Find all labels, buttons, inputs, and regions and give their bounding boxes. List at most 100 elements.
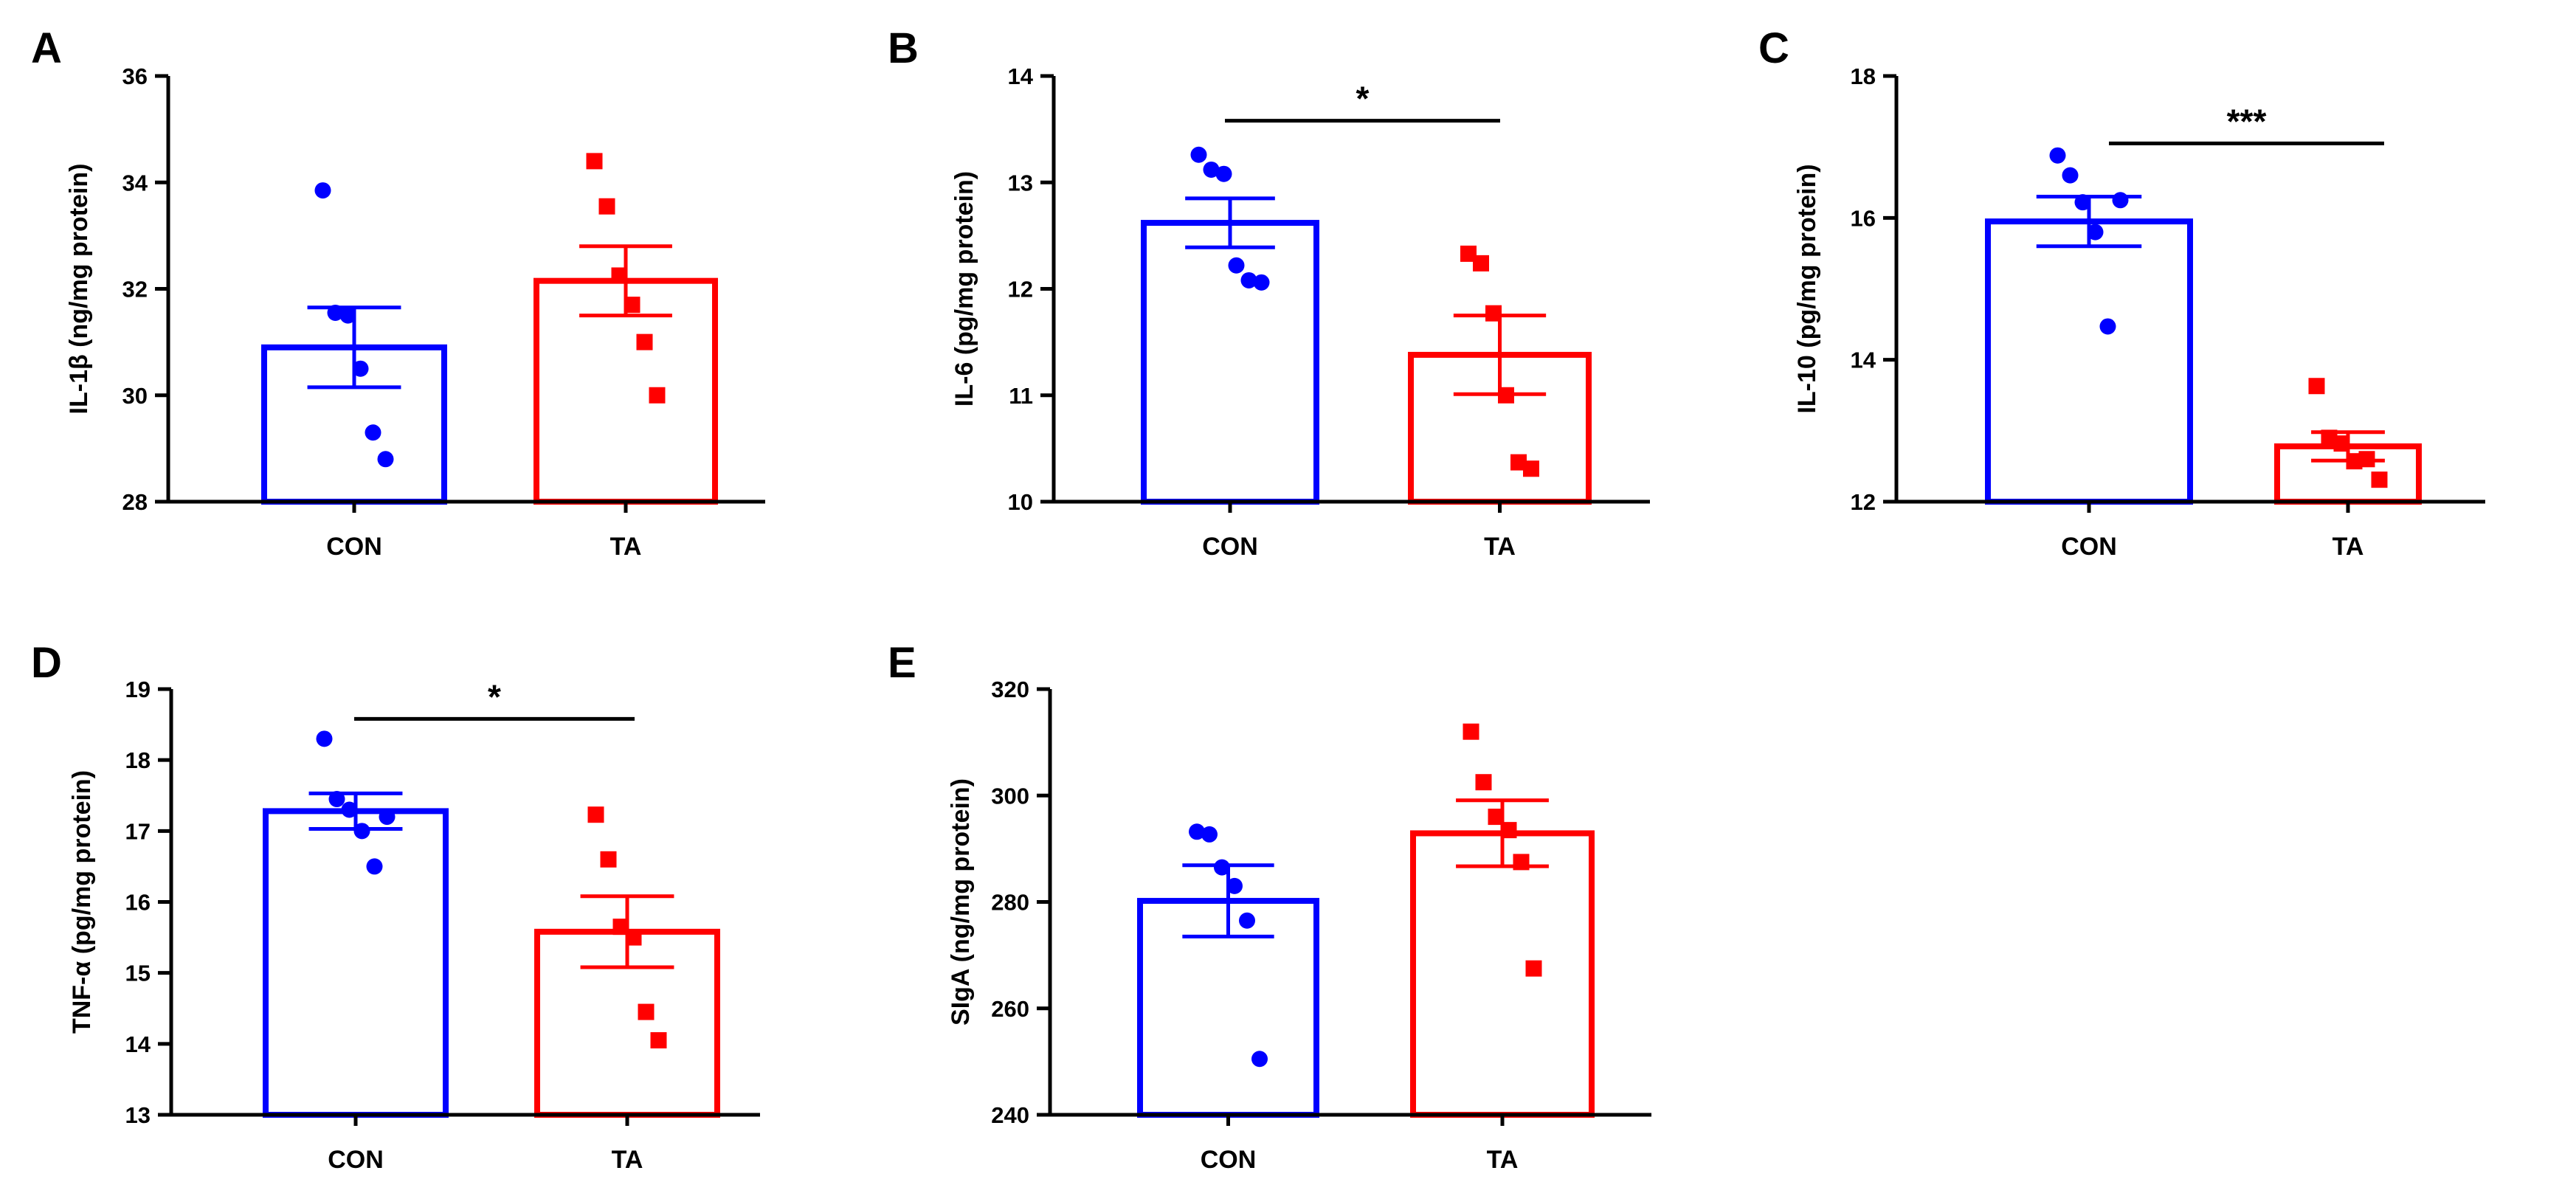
y-tick-label-d: 14 xyxy=(125,1031,151,1057)
y-tick-label-d: 15 xyxy=(125,961,151,986)
panel-letter-d: D xyxy=(31,639,62,687)
data-point-b-ta xyxy=(1485,305,1502,322)
data-point-a-con xyxy=(327,304,344,321)
data-point-a-con xyxy=(365,424,381,441)
y-tick-label-a: 32 xyxy=(122,277,148,302)
data-point-a-con xyxy=(352,360,369,377)
significance-label-c: *** xyxy=(2227,102,2267,140)
significance-label-b: * xyxy=(1356,80,1370,118)
bar-c-con xyxy=(1985,218,2193,505)
data-point-d-con xyxy=(379,809,396,826)
data-point-a-ta xyxy=(611,267,628,284)
y-tick-label-a: 36 xyxy=(122,63,148,89)
x-tick-label-c-con: CON xyxy=(2061,533,2117,561)
data-point-e-ta xyxy=(1525,960,1542,977)
data-point-e-con xyxy=(1189,823,1205,840)
data-point-c-ta xyxy=(2346,453,2363,470)
y-tick-label-a: 34 xyxy=(122,170,148,196)
data-point-e-con xyxy=(1251,1051,1268,1068)
data-point-d-con xyxy=(341,801,358,818)
data-point-e-ta xyxy=(1513,854,1530,871)
data-point-a-ta xyxy=(636,333,653,350)
y-tick-label-b: 14 xyxy=(1008,63,1034,89)
data-point-e-ta xyxy=(1488,809,1505,826)
panel-letter-c: C xyxy=(1758,24,1789,72)
y-tick-label-c: 12 xyxy=(1851,489,1876,515)
x-tick-label-e-con: CON xyxy=(1201,1146,1257,1174)
data-point-c-ta xyxy=(2358,451,2375,468)
panel-letter-a: A xyxy=(31,24,62,72)
data-point-e-ta xyxy=(1463,723,1479,740)
bar-d-con xyxy=(263,808,449,1118)
y-axis-label-e: SIgA (ng/mg protein) xyxy=(947,778,975,1026)
y-axis-label-b: IL-6 (pg/mg protein) xyxy=(950,171,978,407)
data-point-d-con xyxy=(328,791,345,808)
data-point-a-ta xyxy=(624,297,640,314)
x-tick-label-a-ta: TA xyxy=(610,533,642,561)
y-tick-label-b: 10 xyxy=(1008,489,1033,515)
data-point-d-ta xyxy=(587,806,604,823)
data-point-d-con xyxy=(316,730,333,747)
y-tick-label-e: 300 xyxy=(991,783,1029,809)
data-point-b-con xyxy=(1215,165,1232,182)
x-tick-label-e-ta: TA xyxy=(1487,1146,1519,1174)
data-point-b-ta xyxy=(1498,387,1514,404)
data-point-e-con xyxy=(1226,877,1243,894)
data-point-d-con xyxy=(366,858,383,875)
data-point-c-ta xyxy=(2371,471,2388,488)
data-point-a-ta xyxy=(649,387,666,404)
data-point-c-ta xyxy=(2308,378,2325,395)
x-tick-label-d-con: CON xyxy=(328,1146,384,1174)
x-tick-label-b-con: CON xyxy=(1202,533,1258,561)
significance-label-d: * xyxy=(488,677,501,716)
y-tick-label-c: 16 xyxy=(1851,205,1876,231)
data-point-d-ta xyxy=(600,851,617,868)
data-point-c-ta xyxy=(2321,429,2338,446)
y-tick-label-a: 30 xyxy=(122,383,148,409)
y-tick-label-c: 18 xyxy=(1851,63,1876,89)
y-tick-label-d: 17 xyxy=(125,818,151,844)
data-point-c-con xyxy=(2099,318,2116,335)
data-point-d-ta xyxy=(625,929,642,946)
data-point-b-ta xyxy=(1510,454,1527,471)
y-tick-label-c: 14 xyxy=(1851,347,1876,373)
data-point-a-con xyxy=(339,307,356,324)
data-point-e-ta xyxy=(1500,822,1517,839)
y-tick-label-e: 260 xyxy=(991,996,1029,1022)
y-tick-label-b: 13 xyxy=(1008,170,1033,196)
x-tick-label-c-ta: TA xyxy=(2332,533,2364,561)
data-point-c-con xyxy=(2087,224,2104,241)
bar-e-ta xyxy=(1410,830,1595,1118)
y-axis-label-d: TNF-α (pg/mg protein) xyxy=(68,770,96,1034)
data-point-c-con xyxy=(2074,194,2091,211)
data-point-d-ta xyxy=(638,1003,655,1020)
y-tick-label-d: 19 xyxy=(125,677,151,702)
data-point-d-con xyxy=(353,823,370,840)
data-point-e-con xyxy=(1214,859,1230,876)
y-tick-label-d: 16 xyxy=(125,890,151,916)
data-point-b-con xyxy=(1203,161,1220,178)
data-point-d-ta xyxy=(612,919,629,936)
y-axis-label-a: IL-1β (ng/mg protein) xyxy=(65,164,93,415)
data-point-b-con xyxy=(1253,274,1270,291)
y-tick-label-d: 13 xyxy=(125,1102,151,1128)
data-point-a-ta xyxy=(586,153,603,170)
x-tick-label-d-ta: TA xyxy=(612,1146,643,1174)
panel-letter-b: B xyxy=(888,24,919,72)
data-point-b-ta xyxy=(1473,255,1489,272)
y-tick-label-e: 280 xyxy=(991,890,1029,916)
data-point-e-ta xyxy=(1475,774,1492,791)
y-tick-label-d: 18 xyxy=(125,747,151,773)
data-point-c-con xyxy=(2112,192,2129,209)
data-point-b-ta xyxy=(1460,245,1477,262)
y-axis-label-c: IL-10 (pg/mg protein) xyxy=(1793,164,1821,413)
x-tick-label-b-ta: TA xyxy=(1484,533,1516,561)
y-tick-label-a: 28 xyxy=(122,489,148,515)
data-point-b-ta xyxy=(1523,460,1539,477)
y-tick-label-b: 11 xyxy=(1009,383,1033,409)
data-point-a-ta xyxy=(598,198,615,215)
data-point-c-con xyxy=(2049,147,2066,164)
data-point-e-con xyxy=(1201,826,1218,843)
data-point-a-con xyxy=(377,451,394,468)
data-point-e-con xyxy=(1239,912,1255,929)
